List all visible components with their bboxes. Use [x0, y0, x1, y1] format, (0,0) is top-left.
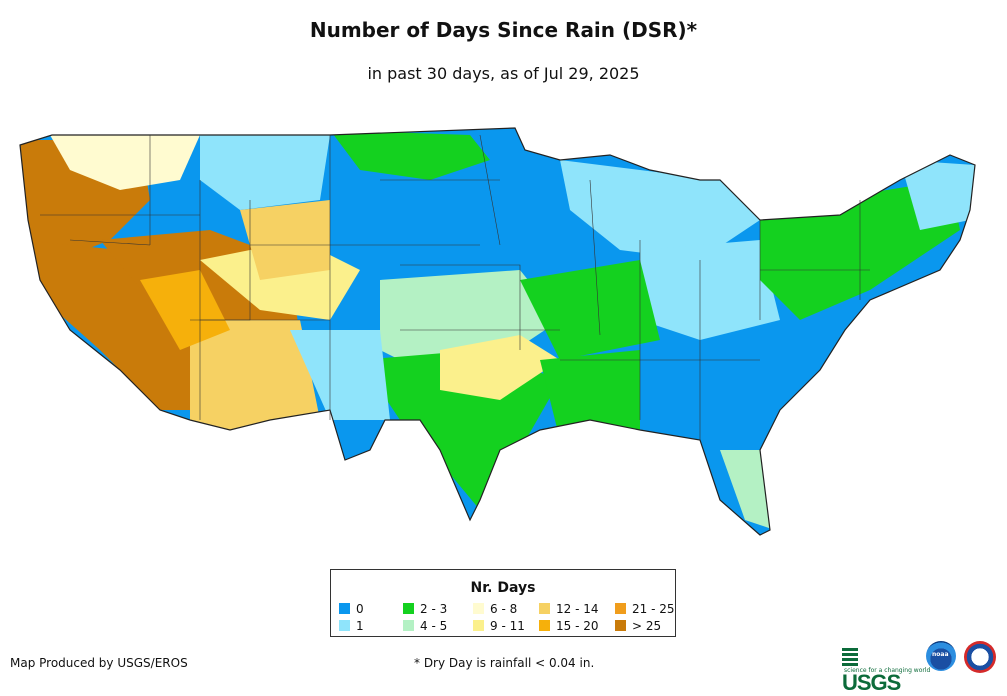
us-outline	[19, 127, 976, 536]
legend-label-9: > 25	[632, 619, 662, 633]
legend-item-7: 15 - 20	[539, 620, 599, 632]
legend-title: Nr. Days	[470, 580, 536, 596]
region-montana-cyan	[200, 135, 330, 210]
region-idaho-lightyellow	[50, 135, 200, 190]
legend-swatch-0	[339, 603, 350, 614]
region-ohio-valley	[640, 240, 780, 340]
legend-swatch-6	[539, 603, 550, 614]
region-florida-green	[720, 450, 775, 530]
legend-label-7: 15 - 20	[556, 619, 599, 633]
credit-text: Map Produced by USGS/EROS	[10, 656, 188, 670]
region-wyoming-yellow	[240, 200, 330, 280]
legend-swatch-4	[473, 603, 484, 614]
legend-item-2: 2 - 3	[403, 603, 447, 615]
legend-label-2: 2 - 3	[420, 602, 448, 616]
dsr-raster	[20, 128, 975, 535]
legend-label-0: 0	[356, 602, 364, 616]
noaa-logo-text: noaa	[932, 651, 949, 658]
legend-swatch-8	[615, 603, 626, 614]
legend-label-3: 4 - 5	[420, 619, 448, 633]
state-borders	[40, 134, 870, 440]
legend-label-5: 9 - 11	[490, 619, 525, 633]
legend-label-4: 6 - 8	[490, 602, 518, 616]
map-subtitle: in past 30 days, as of Jul 29, 2025	[367, 64, 640, 83]
region-nevada-orange	[140, 270, 230, 350]
region-great-lakes	[560, 160, 760, 260]
noaa-logo[interactable]	[926, 641, 956, 671]
region-southwest-desert	[190, 320, 320, 430]
legend-item-1: 1	[339, 620, 364, 632]
legend-swatch-5	[473, 620, 484, 631]
region-oklahoma-yellow	[440, 335, 560, 400]
legend-swatch-9	[615, 620, 626, 631]
map-title: Number of Days Since Rain (DSR)*	[309, 18, 698, 42]
region-arkansas-green	[540, 350, 640, 440]
region-west-texas-cyan	[290, 330, 390, 420]
legend: Nr. Days 0 1 2 - 3 4 - 5 6 - 8 9 - 11 12…	[330, 569, 676, 637]
legend-swatch-2	[403, 603, 414, 614]
legend-item-3: 4 - 5	[403, 620, 447, 632]
legend-swatch-3	[403, 620, 414, 631]
region-dakota-green	[330, 130, 490, 180]
legend-swatch-1	[339, 620, 350, 631]
region-new-england-coast	[900, 160, 975, 230]
nws-logo[interactable]	[964, 641, 996, 673]
us-map	[19, 127, 976, 536]
region-missouri-green	[520, 260, 660, 360]
legend-swatch-7	[539, 620, 550, 631]
usgs-wave-icon	[842, 648, 858, 666]
legend-item-6: 12 - 14	[539, 603, 599, 615]
footnote-text: * Dry Day is rainfall < 0.04 in.	[414, 656, 595, 670]
usgs-tagline: science for a changing world	[844, 667, 931, 674]
legend-label-6: 12 - 14	[556, 602, 599, 616]
legend-label-8: 21 - 25	[632, 602, 675, 616]
legend-item-9: > 25	[615, 620, 661, 632]
legend-item-5: 9 - 11	[473, 620, 525, 632]
legend-item-4: 6 - 8	[473, 603, 517, 615]
legend-item-0: 0	[339, 603, 364, 615]
legend-item-8: 21 - 25	[615, 603, 675, 615]
legend-label-1: 1	[356, 619, 364, 633]
